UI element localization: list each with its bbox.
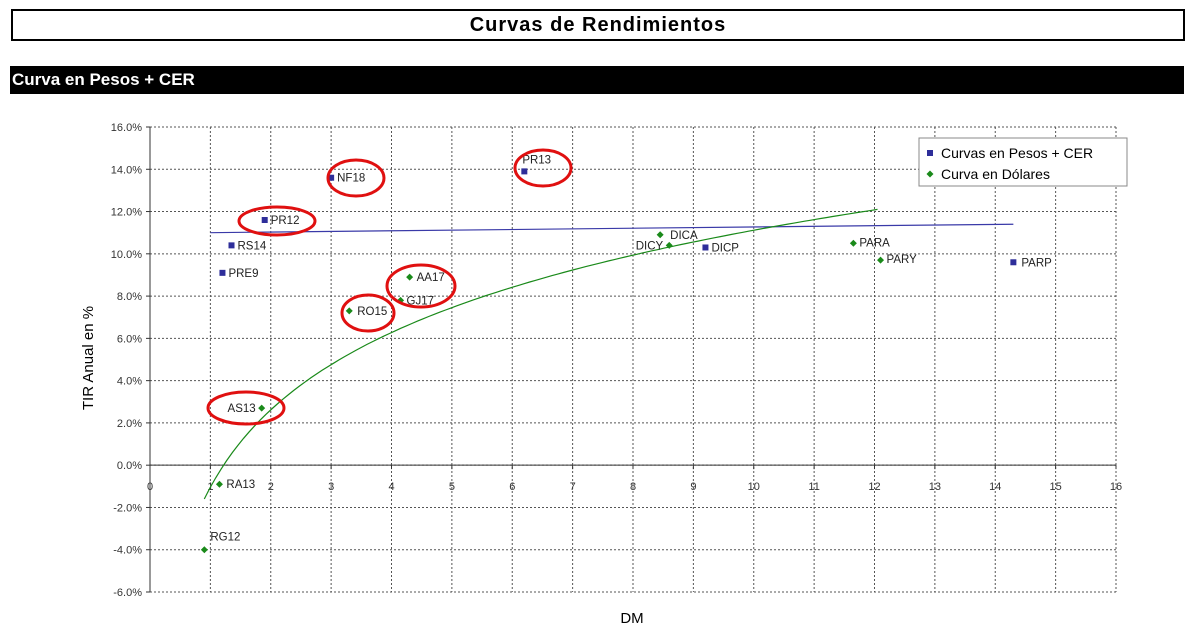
trendlines xyxy=(203,208,1014,500)
point-dica xyxy=(656,231,664,239)
point-aa17 xyxy=(406,273,414,281)
pesos-trendline xyxy=(210,223,1014,234)
page-title: Curvas de Rendimientos xyxy=(11,9,1185,41)
point-label-rs14: RS14 xyxy=(238,240,267,252)
point-label-nf18: NF18 xyxy=(337,173,365,185)
point-label-parp: PARP xyxy=(1021,257,1052,269)
y-tick-label: 12.0% xyxy=(111,207,142,219)
x-tick-label: 4 xyxy=(388,481,394,493)
highlight-circles xyxy=(206,148,573,426)
x-tick-label: 13 xyxy=(929,481,941,493)
legend-entry-dolares: Curva en Dólares xyxy=(941,166,1050,182)
point-label-aa17: AA17 xyxy=(417,272,445,284)
legend-entry-pesos: Curvas en Pesos + CER xyxy=(941,145,1093,161)
point-label-ro15: RO15 xyxy=(357,306,387,318)
x-axis-label: DM xyxy=(620,610,643,627)
point-label-gj17: GJ17 xyxy=(407,295,435,307)
point-label-pre9: PRE9 xyxy=(228,268,258,280)
highlight-circle-as13 xyxy=(206,390,286,426)
y-tick-label: 14.0% xyxy=(111,164,142,176)
legend: Curvas en Pesos + CER Curva en Dólares xyxy=(918,137,1128,187)
x-tick-label: 0 xyxy=(147,481,153,493)
point-pary xyxy=(877,256,885,264)
highlight-circle-pr12 xyxy=(237,205,317,237)
section-header: Curva en Pesos + CER xyxy=(10,66,1184,94)
x-tick-label: 6 xyxy=(509,481,515,493)
highlight-circle-ro15 xyxy=(340,293,396,333)
point-ro15 xyxy=(345,307,353,315)
axes: 16.0% 14.0% 12.0% 10.0% 8.0% 6.0% 4.0% 2.0% 0.0%… xyxy=(111,122,1122,599)
x-tick-label: 10 xyxy=(748,481,760,493)
y-tick-label: 2.0% xyxy=(117,418,142,430)
x-tick-label: 12 xyxy=(868,481,880,493)
point-as13 xyxy=(258,404,266,412)
point-label-dicp: DICP xyxy=(711,242,739,254)
point-parp xyxy=(1010,259,1017,266)
point-label-ra13: RA13 xyxy=(226,479,255,491)
y-tick-label: -4.0% xyxy=(113,545,142,557)
x-tick-label: 11 xyxy=(808,481,819,493)
point-label-para: PARA xyxy=(859,237,890,249)
x-tick-label: 15 xyxy=(1050,481,1062,493)
y-tick-label: -6.0% xyxy=(113,587,142,599)
point-rg12 xyxy=(200,546,208,554)
point-para xyxy=(849,239,857,247)
point-pr12 xyxy=(261,217,268,223)
point-pre9 xyxy=(219,269,226,276)
y-tick-label: 8.0% xyxy=(117,291,142,303)
x-tick-label: 3 xyxy=(328,481,334,493)
x-tick-label: 14 xyxy=(989,481,1001,493)
point-label-pr13: PR13 xyxy=(522,154,551,166)
legend-marker-pesos xyxy=(927,150,933,156)
point-dicy xyxy=(665,241,673,249)
x-tick-label: 5 xyxy=(449,481,455,493)
point-label-dicy: DICY xyxy=(636,240,664,252)
data-points: PR13 NF18 PR12 RS14 PRE9 DICP PARP DICA DICY PARA… xyxy=(200,154,1052,554)
x-tick-label: 9 xyxy=(690,481,696,493)
point-rs14 xyxy=(228,242,235,249)
y-tick-label: 10.0% xyxy=(111,249,142,261)
point-label-as13: AS13 xyxy=(228,403,256,415)
x-tick-label: 8 xyxy=(630,481,636,493)
x-tick-label: 16 xyxy=(1110,481,1122,493)
point-label-rg12: RG12 xyxy=(210,532,240,544)
point-dicp xyxy=(702,244,709,251)
highlight-circle-aa17 xyxy=(385,263,457,309)
y-tick-label: 0.0% xyxy=(117,460,142,472)
highlight-circle-nf18 xyxy=(326,158,386,198)
point-ra13 xyxy=(215,480,223,488)
legend-box xyxy=(918,137,1128,187)
x-tick-label: 7 xyxy=(570,481,576,493)
point-label-dica: DICA xyxy=(670,230,698,242)
grid-lines xyxy=(150,126,1117,593)
y-tick-label: 16.0% xyxy=(111,122,142,134)
x-tick-label: 2 xyxy=(268,481,274,493)
point-label-pary: PARY xyxy=(887,254,918,266)
y-tick-label: -2.0% xyxy=(113,502,142,514)
y-tick-label: 4.0% xyxy=(117,376,142,388)
y-tick-label: 6.0% xyxy=(117,333,142,345)
y-axis-label: TIR Anual en % xyxy=(80,306,97,410)
legend-marker-dolares xyxy=(926,170,934,178)
point-label-pr12: PR12 xyxy=(271,215,300,227)
point-nf18 xyxy=(328,174,335,181)
dolares-trendline xyxy=(203,208,878,500)
highlight-circle-pr13 xyxy=(513,148,573,188)
point-pr13 xyxy=(521,168,528,175)
